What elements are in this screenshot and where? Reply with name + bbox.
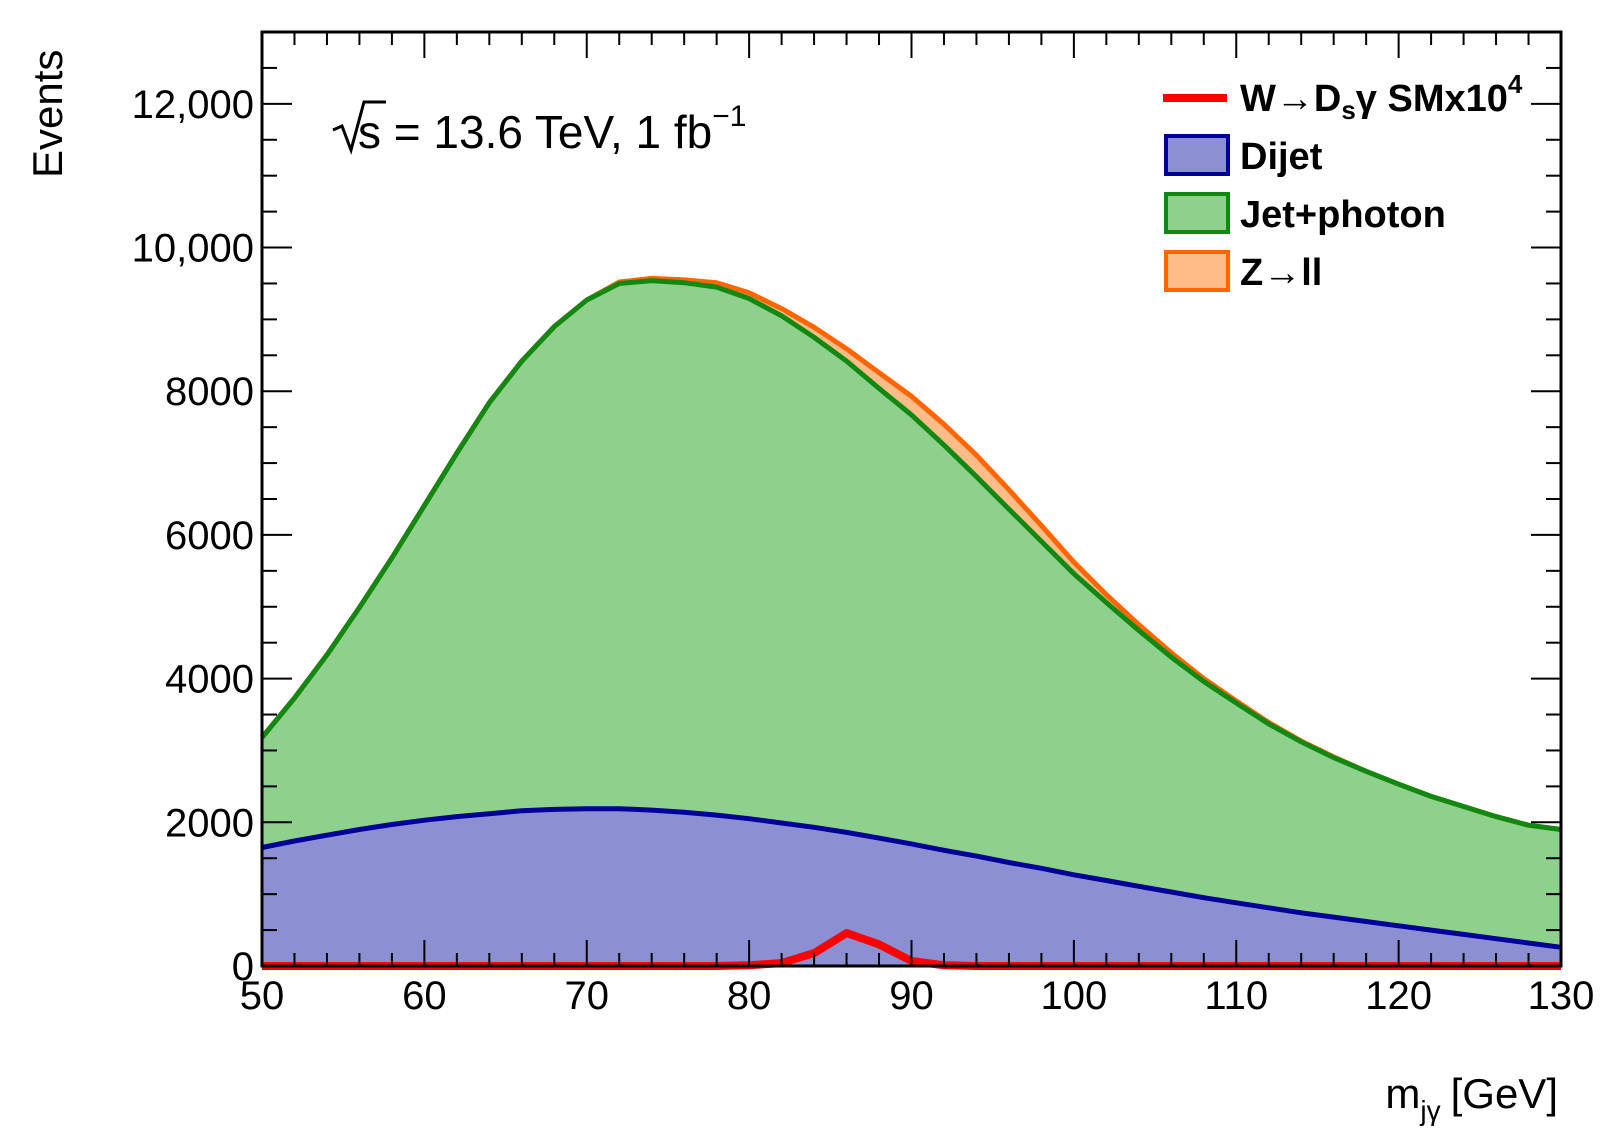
legend-swatch-jet-photon [1164,192,1230,234]
line-jet-photon [260,278,1562,832]
y-tick-label: 0 [232,945,254,989]
x-tick-label: 70 [565,974,610,1018]
svg-text:s = 13.6 TeV, 1 fb−1: s = 13.6 TeV, 1 fb−1 [358,100,746,158]
x-tick-labels: 50 60 70 80 90 100 110 120 130 [240,974,1595,1018]
y-axis-title: Events [24,50,71,178]
y-tick-label: 2000 [165,801,254,845]
stacked-fills [262,278,1561,967]
x-tick-label: 110 [1204,974,1268,1018]
legend: W→Dsγ SMx104 Dijet Jet+photon Z→ll [1163,69,1523,294]
x-tick-label: 100 [1041,974,1108,1018]
x-tick-label: 130 [1528,974,1595,1018]
x-tick-label: 90 [889,974,934,1018]
series-lines [260,275,1562,950]
y-tick-label: 4000 [165,658,254,702]
sqrt-symbol [332,100,386,155]
legend-label-jet-photon: Jet+photon [1240,194,1446,236]
annotation-sqrt-s: s [358,106,381,158]
y-tick-label: 8000 [165,370,254,414]
x-axis-title-unit: [GeV] [1451,1070,1558,1117]
y-tick-label: 12,000 [132,83,254,127]
y-tick-label: 6000 [165,514,254,558]
area-jet-photon [262,280,1561,967]
axis-ticks [261,31,1562,967]
y-tick-labels: 0 2000 4000 6000 8000 10,000 12,000 [132,83,254,989]
line-dijet [261,806,1562,950]
energy-annotation: s = 13.6 TeV, 1 fb−1 [332,100,746,158]
legend-swatch-dijet [1164,134,1230,176]
annotation-exponent: −1 [712,100,746,133]
legend-label-z-ll: Z→ll [1240,252,1322,294]
x-axis-title: mjγ [GeV] [1385,1070,1558,1126]
legend-label-dijet: Dijet [1240,136,1323,178]
legend-label-signal: W→Dsγ SMx104 [1240,69,1523,125]
x-tick-label: 60 [402,974,447,1018]
y-tick-label: 10,000 [132,227,254,271]
x-axis-title-main: m [1385,1070,1420,1117]
x-tick-label: 120 [1365,974,1432,1018]
annotation-energy: = 13.6 TeV, 1 fb [381,106,712,158]
x-tick-label: 80 [727,974,772,1018]
x-axis-title-sub: jγ [1419,1095,1440,1126]
x-tick-label: 50 [240,974,285,1018]
area-dijet [262,808,1561,966]
legend-swatch-z-ll [1164,250,1230,292]
